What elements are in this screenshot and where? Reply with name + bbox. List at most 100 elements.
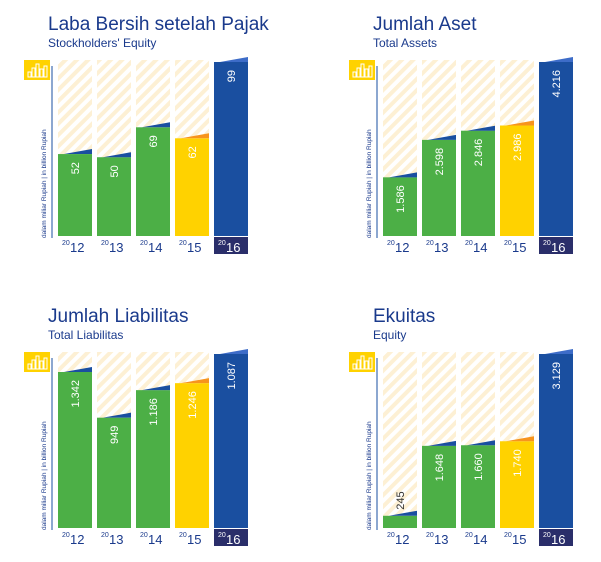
year-label: 20 16 — [539, 529, 573, 547]
year-main: 12 — [395, 532, 409, 547]
value-label: 1.087 — [226, 362, 238, 390]
chart-total-liabilities: dalam miliar Rupiah | in billion Rupiah 1… — [24, 349, 248, 547]
value-label: 1.342 — [70, 380, 82, 408]
bar-cap — [545, 349, 573, 354]
year-prefix: 20 — [140, 532, 148, 539]
year-label: 20 13 — [101, 532, 123, 547]
value-label: 2.846 — [473, 139, 485, 167]
bar-2012 — [383, 515, 417, 528]
year-main: 12 — [70, 240, 84, 255]
value-label: 52 — [70, 162, 82, 174]
year-label: 20 14 — [465, 240, 487, 255]
bar-2014 — [136, 127, 170, 236]
unit-label: dalam miliar Rupiah | in billion Rupiah — [41, 421, 48, 530]
year-prefix: 20 — [218, 240, 226, 247]
year-main: 16 — [551, 532, 565, 547]
year-label: 20 14 — [140, 532, 162, 547]
year-prefix: 20 — [504, 240, 512, 247]
panel-net-profit: Laba Bersih setelah Pajak Stockholders' … — [24, 10, 310, 260]
year-label: 20 15 — [179, 240, 201, 255]
bar-cap — [389, 510, 417, 516]
year-prefix: 20 — [426, 240, 434, 247]
panel-title: Ekuitas — [373, 306, 436, 327]
bar-2013 — [422, 445, 456, 528]
value-label: 1.186 — [148, 398, 160, 426]
year-main: 16 — [551, 240, 565, 255]
unit-label: dalam miliar Rupiah | in billion Rupiah — [366, 421, 373, 530]
chart-net-profit: dalam miliar Rupiah | in billion Rupiah 5… — [24, 57, 248, 255]
year-prefix: 20 — [387, 240, 395, 247]
bar-2012 — [383, 177, 417, 236]
year-main: 13 — [109, 532, 123, 547]
panel-title: Laba Bersih setelah Pajak — [48, 14, 269, 35]
value-label: 2.986 — [512, 134, 524, 162]
bar-2016 — [214, 354, 248, 528]
value-label: 1.246 — [187, 391, 199, 419]
bar-cap — [181, 133, 209, 139]
value-label: 99 — [226, 70, 238, 82]
year-label: 20 15 — [504, 240, 526, 255]
value-label: 949 — [109, 426, 121, 444]
bar-2014 — [461, 130, 495, 236]
year-main: 13 — [434, 240, 448, 255]
bar-cap — [389, 172, 417, 178]
year-prefix: 20 — [62, 240, 70, 247]
year-main: 14 — [473, 240, 487, 255]
bar-2015 — [500, 125, 534, 236]
year-main: 15 — [187, 240, 201, 255]
bar-cap — [64, 149, 92, 155]
year-main: 14 — [148, 240, 162, 255]
year-prefix: 20 — [140, 240, 148, 247]
value-label: 3.129 — [551, 362, 563, 390]
value-label: 1.660 — [473, 453, 485, 481]
year-label: 20 13 — [101, 240, 123, 255]
bar-cap — [220, 349, 248, 354]
year-prefix: 20 — [543, 240, 551, 247]
value-label: 1.648 — [434, 454, 446, 482]
bar-cap — [467, 125, 495, 131]
year-main: 12 — [70, 532, 84, 547]
panel-subtitle: Total Liabilitas — [48, 328, 124, 342]
bar-cap — [142, 122, 170, 128]
bar-cap — [64, 367, 92, 372]
year-label: 20 12 — [387, 240, 409, 255]
bar-cap — [428, 134, 456, 140]
year-prefix: 20 — [101, 240, 109, 247]
year-prefix: 20 — [426, 532, 434, 539]
bar-2012 — [58, 372, 92, 528]
year-main: 13 — [109, 240, 123, 255]
panel-subtitle: Equity — [373, 328, 407, 342]
bar-cap — [506, 436, 534, 442]
year-main: 16 — [226, 532, 240, 547]
bar-2012 — [58, 154, 92, 236]
chart-total-assets: dalam miliar Rupiah | in billion Rupiah 1… — [349, 57, 573, 255]
year-main: 12 — [395, 240, 409, 255]
value-label: 69 — [148, 135, 160, 147]
bar-chart-icon — [349, 60, 375, 80]
year-label: 20 16 — [214, 237, 248, 255]
year-main: 14 — [473, 532, 487, 547]
year-label: 20 16 — [539, 237, 573, 255]
bar-chart-icon — [24, 352, 50, 372]
year-prefix: 20 — [62, 532, 70, 539]
bar-2014 — [136, 390, 170, 528]
value-label: 50 — [109, 165, 121, 177]
bar-cap — [220, 57, 248, 62]
year-label: 20 12 — [62, 240, 84, 255]
unit-label: dalam miliar Rupiah | in billion Rupiah — [41, 129, 48, 238]
bar-2016 — [214, 62, 248, 236]
year-prefix: 20 — [543, 532, 551, 539]
bar-cap — [467, 440, 495, 446]
year-main: 14 — [148, 532, 162, 547]
bar-background — [383, 352, 417, 528]
bar-2015 — [175, 138, 209, 236]
year-main: 16 — [226, 240, 240, 255]
panel-subtitle: Stockholders' Equity — [48, 36, 157, 50]
value-label: 4.216 — [551, 70, 563, 98]
year-main: 15 — [512, 532, 526, 547]
value-label: 62 — [187, 146, 199, 158]
unit-label: dalam miliar Rupiah | in billion Rupiah — [366, 129, 373, 238]
value-label: 245 — [395, 491, 407, 509]
bar-2015 — [175, 383, 209, 528]
bar-2016 — [539, 62, 573, 236]
